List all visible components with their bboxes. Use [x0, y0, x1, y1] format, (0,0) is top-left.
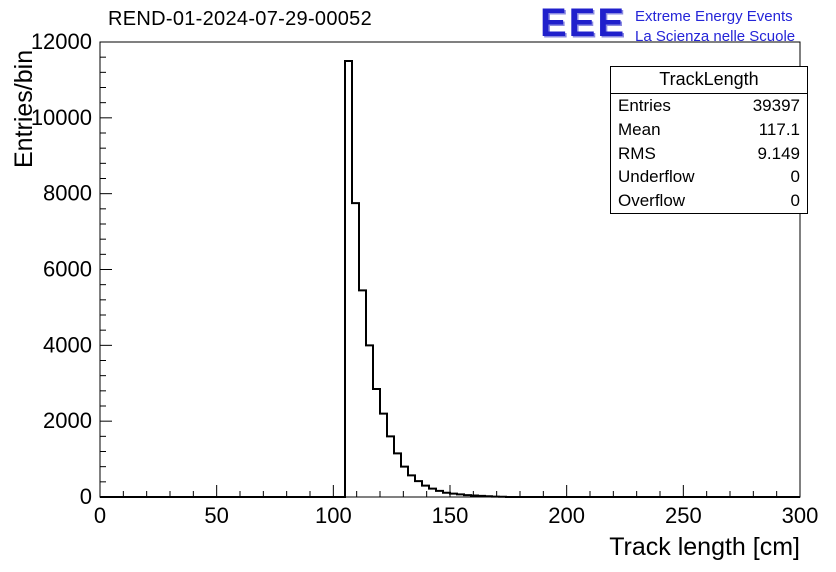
stats-label: RMS [618, 143, 656, 163]
eee-logo-line1: Extreme Energy Events [635, 8, 793, 25]
y-tick-label: 4000 [43, 332, 92, 357]
y-axis-title: Entries/bin [10, 49, 38, 168]
histogram-line [100, 59, 800, 498]
x-axis-title: Track length [cm] [609, 533, 800, 561]
y-tick-label: 0 [80, 484, 92, 509]
stats-value: 117.1 [758, 119, 800, 139]
x-tick-label: 200 [548, 503, 585, 528]
eee-logo-text: Extreme Energy Events La Scienza nelle S… [635, 4, 795, 46]
stats-value: 39397 [752, 96, 800, 115]
eee-logo-acronym: EEE [540, 1, 627, 45]
x-tick-label: 50 [204, 503, 228, 528]
stats-row: RMS 9.149 [611, 142, 807, 166]
y-tick-label: 6000 [43, 257, 92, 282]
stats-label: Underflow [618, 167, 695, 187]
plot-title: REND-01-2024-07-29-00052 [108, 8, 373, 30]
stats-box: TrackLength Entries 39397 Mean 117.1 RMS… [610, 66, 808, 214]
y-tick-label: 10000 [31, 105, 92, 130]
stats-label: Entries [618, 96, 671, 115]
x-tick-label: 0 [94, 503, 106, 528]
x-tick-label: 250 [665, 503, 702, 528]
stats-value: 0 [790, 167, 800, 187]
stats-value: 0 [790, 191, 800, 210]
y-tick-label: 2000 [43, 408, 92, 433]
y-tick-label: 12000 [31, 29, 92, 54]
stats-label: Mean [618, 119, 661, 139]
x-tick-label: 300 [782, 503, 819, 528]
x-tick-label: 150 [432, 503, 469, 528]
y-tick-label: 8000 [43, 181, 92, 206]
stats-row: Mean 117.1 [611, 118, 807, 142]
eee-logo-line2: La Scienza nelle Scuole [635, 27, 796, 45]
stats-row: Entries 39397 [611, 94, 807, 118]
stats-row: Overflow 0 [611, 189, 807, 213]
x-tick-label: 100 [315, 503, 352, 528]
eee-logo: EEE Extreme Energy Events La Scienza nel… [540, 1, 795, 46]
stats-value: 9.149 [757, 143, 800, 163]
stats-box-title: TrackLength [611, 67, 807, 94]
stats-row: Underflow 0 [611, 165, 807, 189]
stats-label: Overflow [618, 191, 686, 210]
